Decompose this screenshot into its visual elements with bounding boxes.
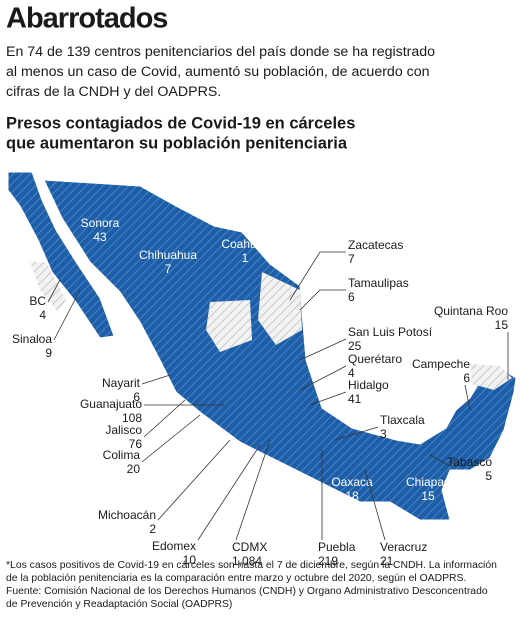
leader-line [143, 399, 186, 438]
leader-line [47, 279, 61, 303]
subtitle-line: Presos contagiados de Covid-19 en cárcel… [6, 114, 355, 132]
leader-line [53, 289, 81, 341]
state-value: 76 [129, 437, 143, 451]
state-value: 7 [165, 262, 172, 276]
state-value: 43 [93, 230, 107, 244]
state-value: 108 [122, 411, 142, 425]
state-name: Quintana Roo [434, 304, 508, 318]
state-name: Tamaulipas [348, 276, 409, 290]
state-value: 1 [242, 251, 249, 265]
state-name: Coahuila [221, 237, 269, 251]
state-value: 2 [149, 522, 156, 536]
footnote-line: de la población penitenciaria es la comp… [6, 573, 466, 584]
state-name: Jalisco [105, 423, 142, 437]
state-value: 4 [39, 308, 46, 322]
state-value: 20 [127, 462, 141, 476]
leader-line [197, 444, 261, 541]
state-name: Nayarit [102, 376, 141, 390]
leader-line [464, 384, 471, 411]
intro-line: al menos un caso de Covid, aumentó su po… [6, 64, 430, 80]
state-name: Guanajuato [80, 397, 142, 411]
state-value: 10 [183, 553, 197, 567]
footnote-line: Fuente: Comisión Nacional de los Derecho… [6, 586, 488, 597]
baja-california [7, 171, 115, 339]
state-name: Puebla [318, 540, 356, 554]
state-name: Michoacán [98, 508, 156, 522]
state-name: Chiapas [406, 475, 450, 489]
state-value: 6 [133, 390, 140, 404]
state-value: 6 [348, 290, 355, 304]
leader-line [364, 469, 386, 541]
title: Abarrotados [6, 3, 167, 35]
state-name: Hidalgo [348, 378, 389, 392]
mainland [43, 179, 517, 521]
state-value: 25 [348, 339, 362, 353]
state-value: 219 [318, 554, 338, 568]
leader-line [299, 365, 347, 391]
state-value: 6 [463, 371, 470, 385]
state-name: Veracruz [380, 540, 427, 554]
state-name: Sinaloa [12, 332, 52, 346]
state-value: 7 [348, 252, 355, 266]
state-name: BC [29, 294, 46, 308]
leader-line [299, 289, 346, 311]
leader-line [289, 251, 346, 301]
state-name: Tabasco [447, 455, 492, 469]
state-value: 18 [345, 489, 359, 503]
leader-line [334, 426, 379, 441]
state-name: Edomex [152, 539, 196, 553]
state-value: 15 [421, 489, 435, 503]
no-increase-area [30, 262, 66, 312]
no-increase-area [258, 272, 302, 345]
leader-line [235, 439, 271, 541]
state-name: San Luis Potosí [348, 325, 433, 339]
leader-line [429, 454, 451, 467]
state-value: 5 [485, 469, 492, 483]
state-name: Zacatecas [348, 238, 403, 252]
leader-line [141, 374, 171, 385]
state-value: 1,084 [232, 554, 262, 568]
intro-line: cifras de la CNDH y del OADPRS. [6, 84, 221, 100]
leader-line [141, 414, 201, 463]
intro-line: En 74 de 139 centros penitenciarios del … [6, 44, 435, 60]
state-name: Sonora [81, 216, 120, 230]
footnote-line: *Los casos positivos de Covid-19 en cárc… [6, 560, 497, 571]
state-name: Campeche [412, 357, 470, 371]
footnote-line: de Prevención y Readaptación Social (OAD… [6, 599, 232, 610]
state-name: CDMX [232, 540, 267, 554]
no-increase-area [206, 300, 252, 352]
subtitle-line: que aumentaron su población penitenciari… [6, 134, 348, 152]
state-name: Colima [103, 448, 141, 462]
leader-line [309, 391, 347, 406]
leader-line [157, 439, 231, 521]
state-name: Querétaro [348, 352, 402, 366]
state-value: 41 [348, 392, 362, 406]
no-increase-area [470, 364, 512, 390]
state-name: Tlaxcala [380, 413, 425, 427]
state-value: 21 [380, 554, 394, 568]
state-value: 9 [45, 346, 52, 360]
state-value: 3 [380, 427, 387, 441]
leader-line [299, 338, 347, 361]
map [7, 171, 517, 521]
state-name: Chihuahua [139, 248, 197, 262]
state-name: Oaxaca [331, 475, 373, 489]
state-value: 15 [495, 318, 509, 332]
state-value: 4 [348, 366, 355, 380]
